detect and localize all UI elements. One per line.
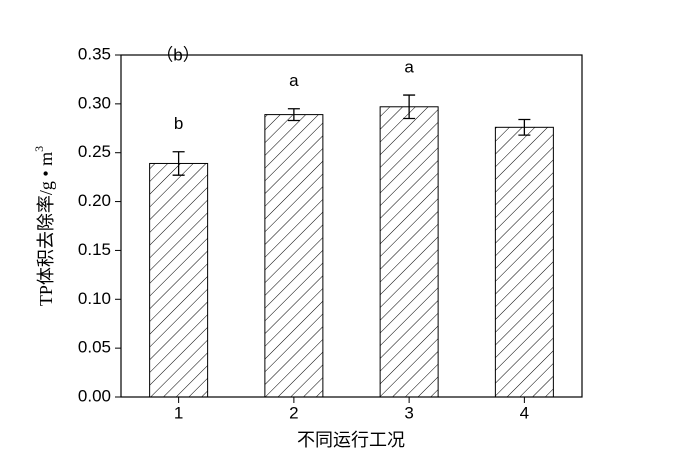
x-tick-label: 4 bbox=[520, 403, 529, 422]
error-bar bbox=[172, 151, 185, 176]
y-tick-label: 0.00 bbox=[78, 386, 111, 405]
y-axis-label: TP体积去除率/g • m3 bbox=[32, 146, 56, 306]
bar bbox=[264, 114, 324, 398]
plot-frame bbox=[120, 54, 583, 398]
bar bbox=[379, 106, 439, 398]
y-tick-label: 0.25 bbox=[78, 142, 111, 161]
x-tick-label: 2 bbox=[289, 403, 298, 422]
y-axis-label-sup: 3 bbox=[32, 146, 46, 152]
error-bar bbox=[518, 118, 531, 136]
y-tick-label: 0.05 bbox=[78, 338, 111, 357]
bar bbox=[494, 126, 554, 398]
y-tick-label: 0.30 bbox=[78, 93, 111, 112]
panel-label: （b） bbox=[156, 45, 199, 64]
error-bar bbox=[403, 94, 416, 120]
error-bar bbox=[287, 108, 300, 122]
significance-letter: a bbox=[404, 58, 414, 77]
x-tick-label: 3 bbox=[404, 403, 413, 422]
y-tick-label: 0.20 bbox=[78, 191, 111, 210]
y-tick-label: 0.10 bbox=[78, 289, 111, 308]
significance-letter: a bbox=[289, 71, 299, 90]
y-tick-label: 0.35 bbox=[78, 44, 111, 63]
significance-letter: b bbox=[174, 114, 183, 133]
y-axis-label-main: TP体积去除率/g • m bbox=[36, 152, 56, 306]
y-tick-label: 0.15 bbox=[78, 240, 111, 259]
x-tick-label: 1 bbox=[174, 403, 183, 422]
bar bbox=[149, 162, 209, 398]
x-axis-label: 不同运行工况 bbox=[297, 430, 405, 450]
